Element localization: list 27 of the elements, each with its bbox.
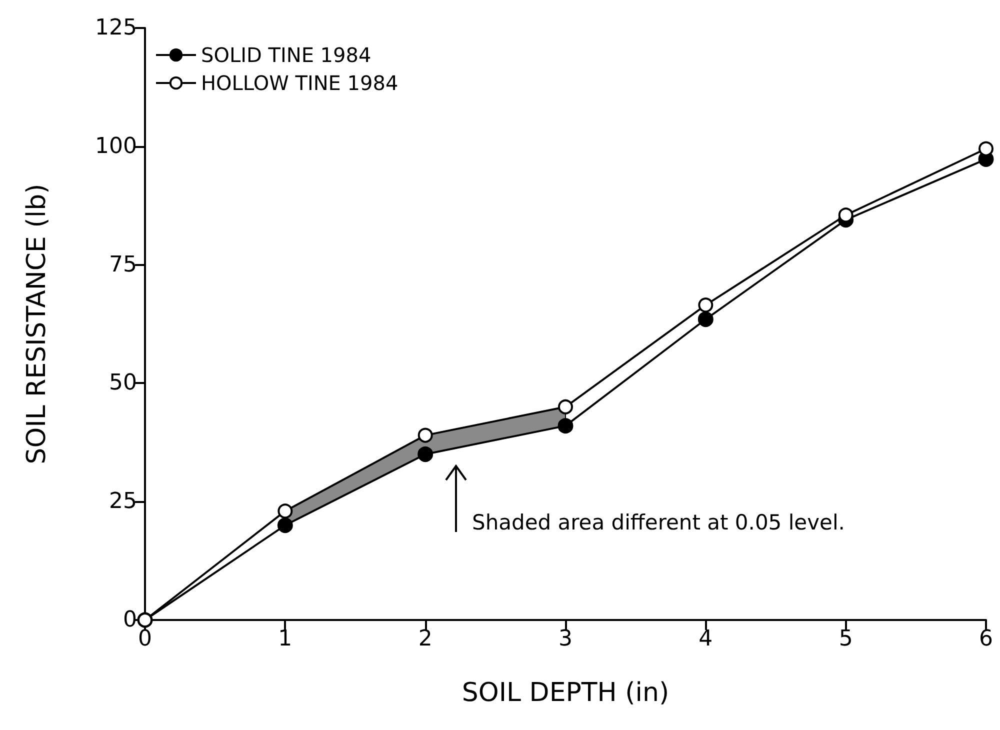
y-tick-label: 25 [109,489,137,514]
x-tick-label: 1 [278,626,292,652]
point [838,208,854,223]
y-tick-label: 75 [109,252,137,278]
y-tick-label: 100 [95,134,137,159]
annotation: Shaded area different at 0.05 level. [472,510,845,534]
y-tick-label: 50 [109,370,137,396]
point [698,298,714,313]
y-tick-label: 0 [123,608,137,632]
point [558,399,573,414]
x-tick-label: 4 [698,626,713,652]
y-axis-title: SOIL RESISTANCE (lb) [22,184,52,464]
y-tick-label: 125 [95,16,137,40]
point [978,141,994,156]
x-tick-label: 3 [558,626,572,652]
x-tick-label: 6 [979,626,993,652]
point [277,518,293,534]
x-axis-title: SOIL DEPTH (in) [462,678,670,708]
point [698,312,714,328]
x-tick-label: 5 [838,626,853,652]
x-tick-label: 2 [418,626,432,652]
point [418,446,434,462]
legend-label: HOLLOW TINE 1984 [201,71,398,95]
legend-label: SOLID TINE 1984 [201,43,372,67]
point [278,504,293,519]
point [418,428,433,443]
point [558,418,574,434]
